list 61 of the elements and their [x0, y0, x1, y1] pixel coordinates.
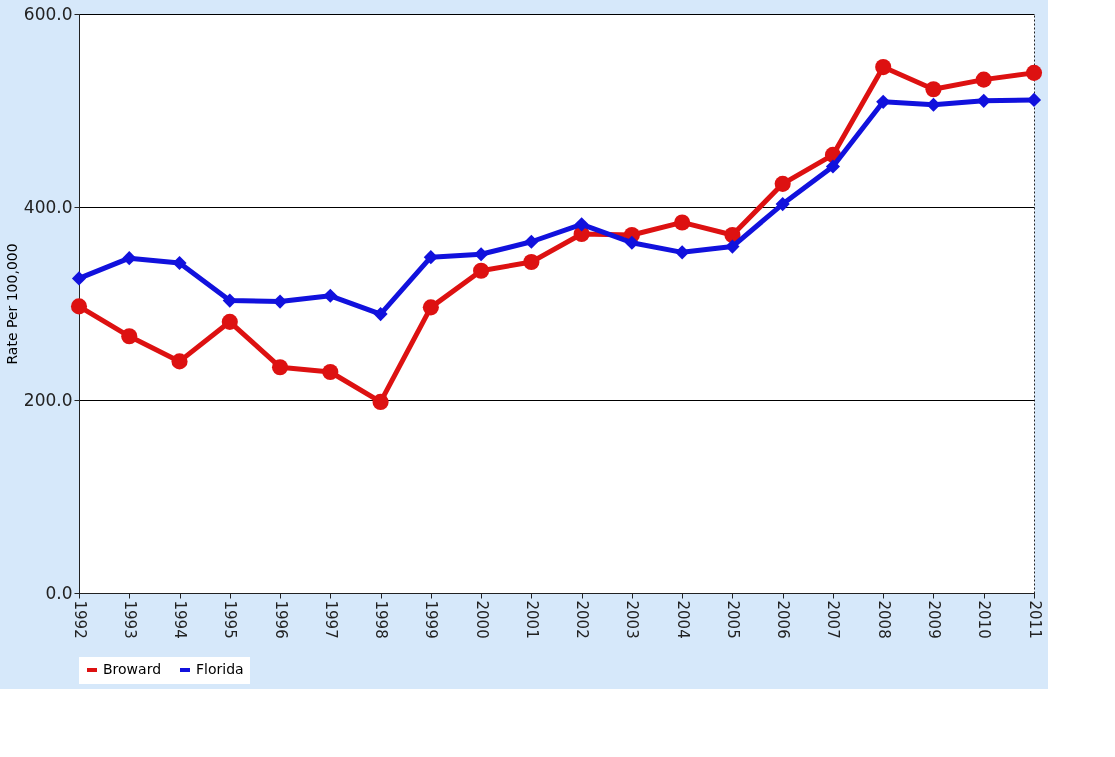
- point: [925, 81, 942, 98]
- x-tick-label: 2005: [723, 600, 742, 639]
- point: [171, 353, 188, 370]
- point: [976, 93, 991, 108]
- legend-label: Florida: [196, 661, 244, 677]
- x-tick-label: 1994: [171, 600, 190, 639]
- point: [423, 250, 438, 265]
- x-tick-label: 2001: [522, 600, 541, 639]
- x-tick-label: 2008: [874, 600, 893, 639]
- point: [323, 288, 338, 303]
- x-tick-label: 1998: [372, 600, 391, 639]
- x-tick-label: 2009: [924, 600, 943, 639]
- point: [775, 197, 790, 212]
- y-tick-label: 600.0: [23, 3, 73, 24]
- point: [221, 313, 238, 330]
- point: [624, 235, 639, 250]
- point: [71, 271, 87, 286]
- point: [523, 253, 540, 271]
- x-tick-label: 2011: [1025, 600, 1044, 639]
- point: [725, 239, 740, 254]
- point: [926, 97, 941, 112]
- y-tick-label: 200.0: [23, 389, 73, 410]
- legend-label: Broward: [103, 661, 162, 677]
- point: [473, 262, 490, 279]
- point: [825, 159, 841, 174]
- x-tick-label: 1997: [321, 600, 340, 639]
- point: [774, 175, 791, 192]
- x-tick-label: 1993: [120, 600, 139, 639]
- point: [372, 393, 389, 410]
- point: [875, 59, 892, 76]
- point: [876, 94, 891, 109]
- x-tick-label: 1999: [422, 600, 441, 639]
- point: [422, 299, 439, 316]
- point: [121, 328, 138, 345]
- x-tick-label: 1992: [70, 600, 89, 639]
- point: [574, 217, 589, 232]
- point: [70, 298, 88, 315]
- x-tick-label: 2006: [774, 600, 793, 639]
- point: [271, 359, 289, 376]
- x-tick-label: 1996: [271, 600, 290, 639]
- x-tick-label: 2007: [824, 600, 843, 639]
- point: [524, 234, 539, 249]
- x-tick-label: 2010: [975, 600, 994, 639]
- point: [122, 251, 137, 266]
- point: [222, 293, 237, 308]
- x-tick-label: 2003: [623, 600, 642, 639]
- x-tick-label: 2000: [472, 600, 491, 639]
- y-tick-label: 400.0: [23, 196, 73, 217]
- point: [1025, 64, 1043, 81]
- point: [373, 307, 388, 322]
- y-tick-label: 0.0: [45, 582, 73, 603]
- point: [675, 245, 690, 260]
- point: [172, 255, 187, 271]
- y-axis-title: Rate Per 100,000: [3, 243, 20, 365]
- point: [975, 71, 992, 88]
- point: [322, 363, 339, 381]
- point: [674, 214, 691, 231]
- point: [474, 247, 489, 262]
- x-tick-label: 2002: [573, 600, 592, 639]
- x-tick-label: 2004: [673, 600, 692, 639]
- x-tick-label: 1995: [221, 600, 240, 639]
